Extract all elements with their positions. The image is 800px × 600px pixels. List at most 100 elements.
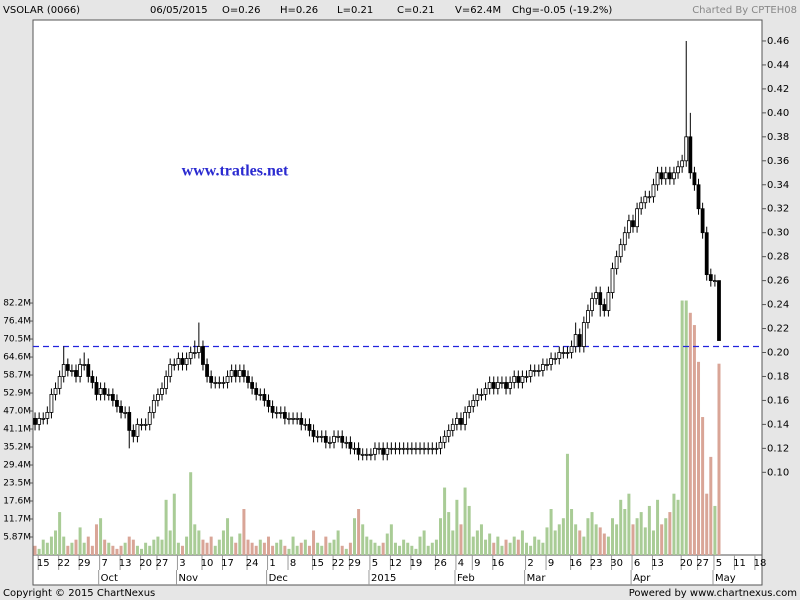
y-tick-label: 0.28 bbox=[767, 252, 789, 263]
volume-bar bbox=[570, 509, 574, 555]
candle-body bbox=[90, 376, 95, 383]
volume-bar bbox=[418, 536, 422, 555]
candle-body bbox=[237, 370, 242, 377]
candle-body bbox=[385, 447, 390, 455]
footer-right: Powered by www.chartnexus.com bbox=[629, 588, 797, 599]
candle-body bbox=[610, 268, 615, 293]
header-field: C=0.21 bbox=[397, 5, 435, 16]
y2-tick-label: 64.6M bbox=[3, 353, 31, 363]
volume-bar bbox=[647, 505, 651, 555]
volume-bar bbox=[348, 542, 352, 555]
candle-body bbox=[536, 370, 541, 372]
candle-body bbox=[82, 364, 87, 366]
volume-bar bbox=[680, 300, 684, 555]
candle-body bbox=[217, 382, 222, 384]
volume-bar bbox=[131, 539, 135, 555]
y2-tick-label: 52.9M bbox=[3, 389, 31, 399]
month-label: Oct bbox=[101, 573, 118, 584]
candle-body bbox=[45, 412, 50, 419]
volume-bar bbox=[492, 542, 496, 555]
volume-bar bbox=[574, 524, 578, 555]
volume-bar bbox=[37, 548, 41, 555]
x-tick-label: 1 bbox=[269, 558, 275, 569]
candle-body bbox=[524, 376, 529, 378]
candle-body bbox=[446, 429, 451, 437]
candle-body bbox=[307, 423, 312, 431]
y-tick-label: 0.36 bbox=[767, 156, 789, 167]
volume-bar bbox=[615, 524, 619, 555]
volume-bar bbox=[307, 545, 311, 555]
volume-bar bbox=[176, 542, 180, 555]
candle-body bbox=[78, 364, 82, 377]
volume-bar bbox=[611, 518, 615, 555]
x-tick-label: 22 bbox=[332, 558, 345, 569]
candle-body bbox=[475, 394, 480, 401]
volume-bar bbox=[365, 536, 369, 555]
x-tick-label: 4 bbox=[458, 558, 464, 569]
candle-body bbox=[164, 376, 169, 389]
volume-bar bbox=[291, 536, 295, 555]
candle-body bbox=[205, 364, 209, 377]
candle-body bbox=[598, 292, 603, 305]
candle-body bbox=[188, 352, 193, 359]
candle-body bbox=[356, 447, 361, 455]
volume-bar bbox=[422, 530, 426, 555]
candle-body bbox=[106, 394, 111, 396]
volume-bar bbox=[504, 539, 508, 555]
candle-body bbox=[123, 412, 128, 414]
candle-body bbox=[508, 382, 513, 389]
candle-body bbox=[438, 441, 443, 449]
header-field: Chg=-0.05 (-19.2%) bbox=[512, 5, 612, 16]
volume-bar bbox=[516, 539, 520, 555]
candle-body bbox=[401, 447, 406, 450]
volume-bar bbox=[258, 539, 262, 555]
volume-bar bbox=[33, 545, 37, 555]
volume-bar bbox=[66, 545, 70, 555]
x-tick-label: 3 bbox=[179, 558, 185, 569]
y-tick-label: 0.22 bbox=[767, 324, 789, 335]
volume-bar bbox=[705, 493, 709, 555]
volume-bar bbox=[62, 536, 66, 555]
candle-body bbox=[643, 196, 648, 204]
volume-bar bbox=[447, 512, 451, 555]
volume-bar bbox=[430, 542, 434, 555]
header-field: 06/05/2015 bbox=[150, 5, 208, 16]
month-label: Mar bbox=[527, 573, 547, 584]
volume-bar bbox=[160, 539, 164, 555]
candle-body bbox=[86, 364, 91, 377]
candle-body bbox=[266, 400, 271, 407]
candle-body bbox=[274, 412, 279, 414]
volume-bar bbox=[471, 536, 475, 555]
volume-bar bbox=[140, 548, 144, 555]
y-tick-label: 0.46 bbox=[767, 36, 789, 47]
x-tick-label: 12 bbox=[389, 558, 402, 569]
candle-body bbox=[373, 447, 377, 455]
y2-tick-label: 17.6M bbox=[3, 497, 31, 507]
candle-body bbox=[618, 244, 623, 258]
candle-body bbox=[57, 376, 62, 389]
candle-body bbox=[41, 418, 46, 420]
candle-body bbox=[180, 358, 185, 365]
candle-body bbox=[221, 382, 226, 384]
candle-body bbox=[651, 184, 656, 198]
header-field: H=0.26 bbox=[280, 5, 318, 16]
y-tick-label: 0.34 bbox=[767, 180, 789, 191]
candle-body bbox=[487, 382, 492, 389]
volume-bar bbox=[94, 524, 98, 555]
volume-bar bbox=[463, 487, 467, 555]
candle-body bbox=[504, 382, 508, 389]
volume-bar bbox=[619, 499, 623, 555]
candle-body bbox=[520, 376, 525, 383]
x-tick-label: 27 bbox=[156, 558, 169, 569]
candle-body bbox=[368, 453, 373, 456]
x-tick-label: 24 bbox=[246, 558, 259, 569]
candle-body bbox=[577, 334, 582, 347]
candle-body bbox=[127, 412, 132, 431]
volume-bar bbox=[635, 518, 639, 555]
volume-bar bbox=[398, 545, 402, 555]
candle-body bbox=[557, 352, 562, 359]
y-tick-label: 0.18 bbox=[767, 371, 789, 382]
candle-body bbox=[463, 412, 467, 425]
header-field: O=0.26 bbox=[222, 5, 261, 16]
candle-body bbox=[74, 370, 78, 377]
